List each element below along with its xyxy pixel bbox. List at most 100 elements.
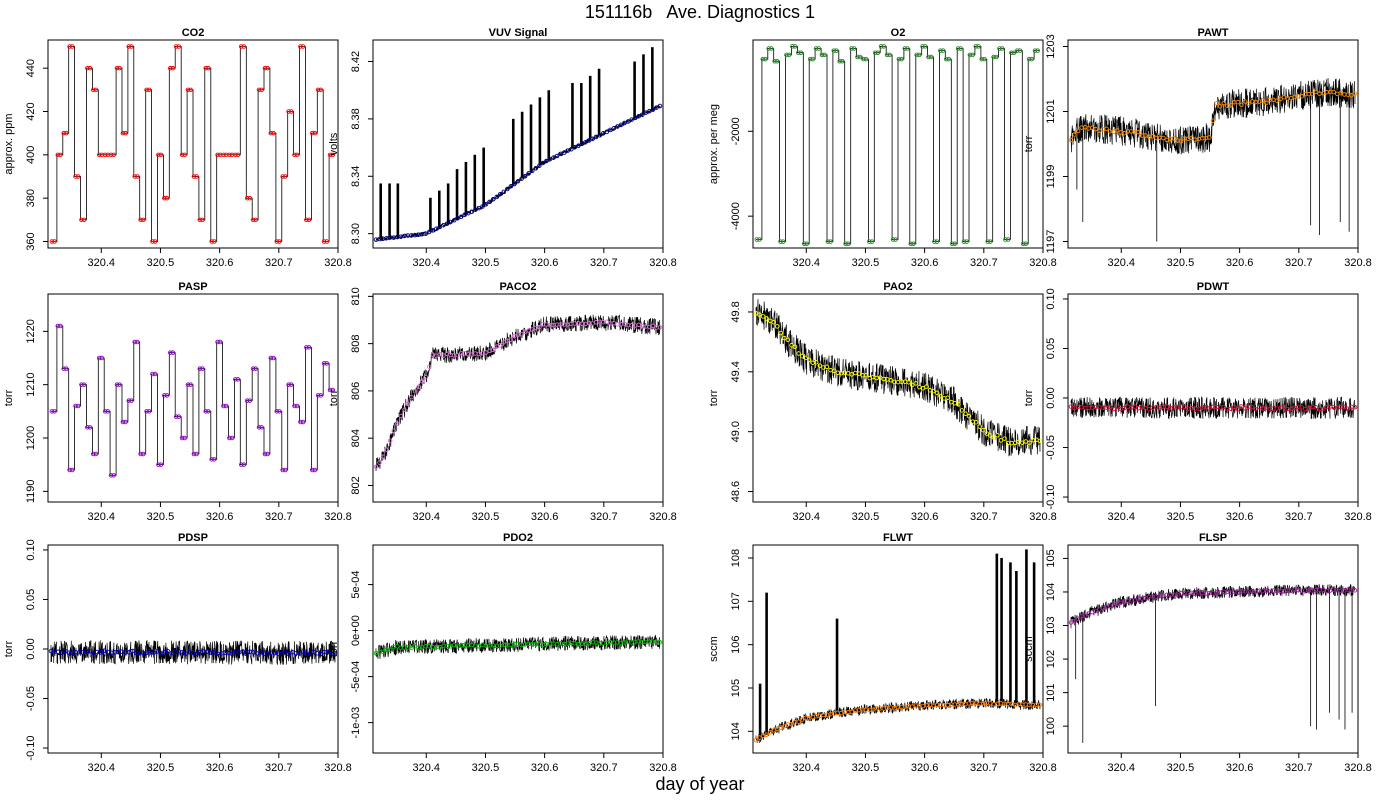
data-series <box>753 299 1043 457</box>
data-point <box>262 451 268 457</box>
data-point <box>321 239 327 244</box>
data-point <box>191 174 197 179</box>
data-point <box>444 221 450 226</box>
y-axis-label: torr <box>1023 389 1035 406</box>
data-point <box>332 650 338 656</box>
data-point <box>144 650 150 655</box>
data-point <box>188 382 193 387</box>
data-point <box>846 241 851 247</box>
data-point <box>1114 128 1120 133</box>
data-point <box>138 217 143 223</box>
y-axis-label: torr <box>328 640 340 657</box>
y-axis-label: torr <box>708 389 720 406</box>
data-point <box>890 237 896 242</box>
data-point <box>505 186 510 192</box>
y-tick-label: 8.38 <box>350 108 362 129</box>
data-point <box>1121 405 1127 411</box>
data-point <box>766 46 771 51</box>
data-point <box>991 435 997 440</box>
y-tick-label: 0.00 <box>25 638 37 659</box>
x-tick-label: 320.6 <box>911 511 939 523</box>
data-point <box>940 48 946 53</box>
data-point <box>1221 101 1226 106</box>
panel-title: CO2 <box>182 27 205 39</box>
panel-title: PAO2 <box>883 281 912 293</box>
data-point <box>618 122 624 128</box>
data-point <box>789 721 794 727</box>
data-point <box>81 217 87 223</box>
data-point <box>775 324 780 329</box>
data-point <box>259 87 264 93</box>
data-point <box>135 339 140 345</box>
data-point <box>1217 104 1223 109</box>
data-point <box>782 335 787 341</box>
data-point <box>1150 134 1155 139</box>
data-point <box>129 44 134 49</box>
data-series <box>754 44 1040 247</box>
data-point <box>1132 404 1138 409</box>
x-tick-label: 320.7 <box>590 257 618 269</box>
data-point <box>217 339 223 345</box>
x-tick-label: 320.6 <box>531 511 559 523</box>
data-point <box>501 189 507 195</box>
data-point <box>1104 126 1109 132</box>
y-tick-label: 105 <box>730 679 742 697</box>
x-tick-label: 320.8 <box>324 762 352 774</box>
data-point <box>1068 137 1074 143</box>
data-point <box>117 65 122 71</box>
data-point <box>250 217 256 223</box>
series-line <box>51 325 335 476</box>
data-point <box>59 650 64 655</box>
data-point <box>194 651 199 657</box>
x-tick-label: 320.4 <box>792 257 820 269</box>
data-point <box>476 205 482 211</box>
data-point <box>813 46 819 51</box>
data-point <box>611 126 617 131</box>
x-tick-label: 320.7 <box>1285 762 1313 774</box>
y-tick-label: 106 <box>730 635 742 653</box>
series-line <box>375 105 661 242</box>
data-point <box>1352 404 1358 410</box>
panel-title: PAWT <box>1198 27 1229 39</box>
data-point <box>1207 406 1212 411</box>
data-point <box>167 65 173 71</box>
data-point <box>909 382 915 388</box>
data-point <box>790 44 795 49</box>
data-point <box>120 419 126 425</box>
data-point <box>144 409 149 414</box>
y-tick-label: 1220 <box>25 319 37 343</box>
data-point <box>280 174 285 179</box>
data-point <box>963 411 968 416</box>
data-point <box>265 451 270 457</box>
data-point <box>1097 607 1102 612</box>
data-point <box>1075 616 1081 621</box>
data-point <box>325 649 331 655</box>
data-point <box>1032 48 1038 53</box>
x-tick-label: 320.7 <box>265 762 293 774</box>
y-tick-label: 0.05 <box>25 589 37 610</box>
y-tick-label: -0.05 <box>1045 435 1057 460</box>
data-point <box>902 46 908 51</box>
data-point <box>306 345 312 350</box>
data-point <box>419 378 425 384</box>
data-point <box>519 176 524 181</box>
series-line <box>50 639 336 665</box>
data-point <box>792 344 798 350</box>
data-point <box>784 52 789 58</box>
data-point <box>176 44 182 49</box>
data-point <box>949 241 955 247</box>
data-point <box>111 473 116 478</box>
data-point <box>799 353 805 359</box>
x-tick-label: 320.8 <box>1344 257 1372 269</box>
y-tick-label: 49.4 <box>730 361 742 382</box>
panel-title: FLSP <box>1199 532 1227 544</box>
data-point <box>423 374 428 380</box>
data-point <box>426 364 432 369</box>
data-point <box>324 361 330 366</box>
y-tick-label: 104 <box>730 722 742 740</box>
data-point <box>244 195 250 201</box>
x-tick-label: 320.8 <box>1029 257 1057 269</box>
x-tick-label: 320.4 <box>792 511 820 523</box>
data-point <box>123 130 128 136</box>
data-point <box>881 44 887 49</box>
